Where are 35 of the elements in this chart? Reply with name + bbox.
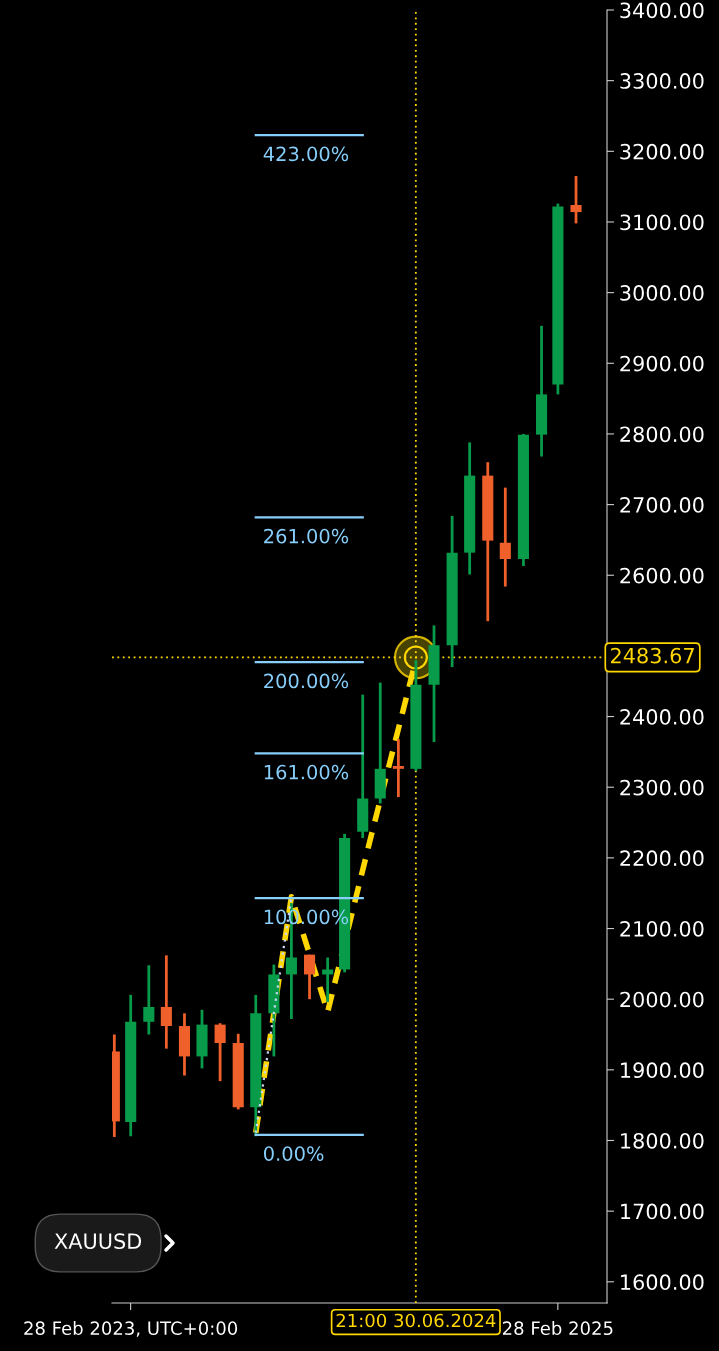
y-tick-label: 3000.00 [620, 285, 704, 301]
candlestick [570, 174, 582, 225]
y-tick-label: 1700.00 [621, 1203, 704, 1220]
y-tick-label: 2800.00 [620, 426, 704, 443]
series-label: 161.00% [264, 764, 349, 780]
y-tick-label: 1900.00 [621, 1062, 704, 1079]
y-tick-label: 2400.00 [620, 709, 704, 725]
y-tick-label: 1600.00 [621, 1274, 704, 1291]
y-tick-label: 3200.00 [620, 143, 704, 160]
candlestick [160, 953, 172, 1051]
y-tick-label: 2600.00 [620, 567, 704, 584]
y-tick-label: 3100.00 [620, 214, 704, 231]
y-tick-label: 2000.00 [620, 991, 704, 1008]
y-tick-label: 2300.00 [620, 779, 704, 796]
y-tick-label: 2700.00 [620, 497, 704, 513]
candlestick [143, 963, 155, 1036]
y-tick-label: 2100.00 [620, 920, 704, 937]
candlestick [214, 1021, 226, 1083]
series-label: 0.00% [263, 1146, 324, 1161]
annotation: XAUUSD [54, 1233, 142, 1250]
y-tick-label: 2200.00 [620, 850, 704, 867]
ref-line-label: 2483.67 [611, 647, 694, 664]
x-tick-label: 28 Feb 2023, UTC+0:00 [24, 1321, 238, 1337]
x-tick-label: 28 Feb 2025 [502, 1321, 613, 1336]
candlestick [499, 486, 511, 588]
y-tick-label: 2900.00 [620, 355, 704, 372]
ref-line-label: 21:00 30.06.2024 [336, 1313, 496, 1328]
y-tick-label: 3400.00 [620, 2, 704, 19]
series-label: 200.00% [264, 673, 349, 689]
y-tick-label: 1800.00 [621, 1132, 704, 1149]
series-label: 261.00% [264, 528, 349, 544]
series-label: 423.00% [263, 146, 349, 162]
y-tick-label: 3300.00 [620, 73, 704, 89]
candlestick [303, 953, 316, 1001]
candlestick [392, 737, 404, 799]
